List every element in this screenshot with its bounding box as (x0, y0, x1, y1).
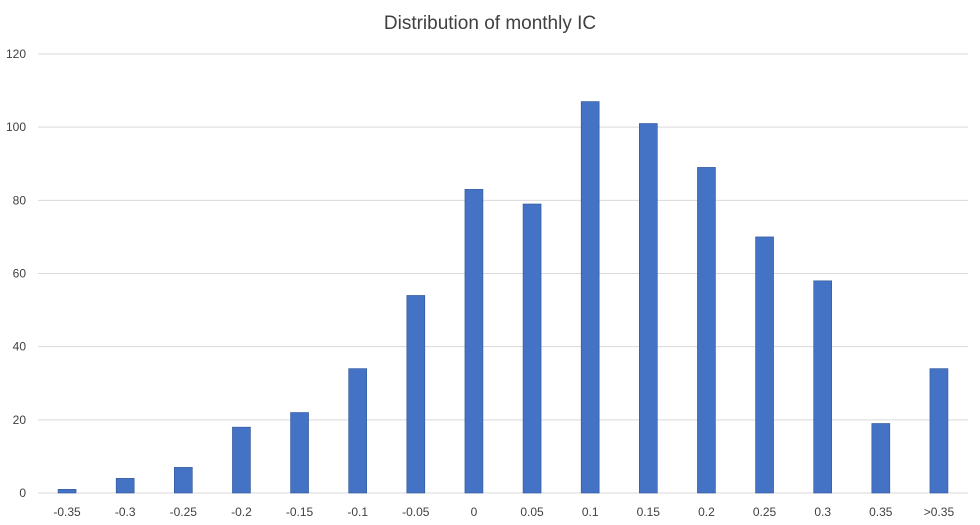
x-tick-label: >0.35 (924, 505, 955, 519)
gridlines (38, 53, 968, 494)
bar (464, 189, 484, 494)
y-tick-label: 0 (19, 486, 26, 500)
bar (813, 280, 832, 494)
y-tick-label: 40 (13, 340, 27, 354)
x-tick-label: -0.2 (231, 505, 252, 519)
bar (174, 467, 193, 494)
bar (348, 368, 367, 494)
x-tick-label: 0.1 (582, 505, 599, 519)
x-tick-label: 0 (471, 505, 478, 519)
chart-title: Distribution of monthly IC (384, 13, 596, 34)
bar (290, 412, 309, 494)
y-tick-labels: 0 20 40 60 80 100 120 (6, 47, 26, 500)
y-tick-label: 80 (13, 193, 27, 207)
bar (755, 236, 774, 494)
x-tick-label: 0.2 (698, 505, 715, 519)
x-tick-label: 0.05 (520, 505, 544, 519)
x-tick-label: 0.15 (637, 505, 661, 519)
bar (929, 368, 949, 494)
x-tick-labels: -0.35 -0.3 -0.25 -0.2 -0.15 -0.1 -0.05 0 0.05 0.1… (53, 505, 954, 519)
bar (871, 423, 891, 494)
y-tick-label: 20 (13, 413, 27, 427)
x-tick-label: 0.35 (869, 505, 893, 519)
x-tick-label: 0.3 (814, 505, 831, 519)
bar (522, 203, 542, 494)
x-tick-label: -0.05 (402, 505, 430, 519)
x-tick-label: -0.1 (347, 505, 368, 519)
bar (232, 426, 251, 494)
y-tick-label: 60 (13, 267, 27, 281)
bar (639, 123, 658, 494)
x-tick-label: 0.25 (753, 505, 777, 519)
x-tick-label: -0.25 (170, 505, 198, 519)
y-tick-label: 100 (6, 120, 26, 134)
bar (406, 295, 426, 494)
bar (697, 167, 716, 494)
bar (580, 101, 600, 494)
bar (115, 478, 135, 494)
x-tick-label: -0.15 (286, 505, 314, 519)
x-tick-label: -0.35 (53, 505, 81, 519)
bars (57, 101, 949, 494)
bar (57, 489, 77, 494)
y-tick-label: 120 (6, 47, 26, 61)
x-tick-label: -0.3 (115, 505, 136, 519)
